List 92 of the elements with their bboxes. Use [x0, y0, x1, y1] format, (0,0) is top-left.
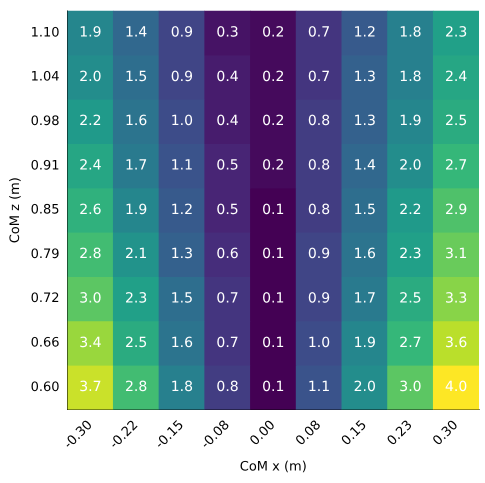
data-label: 1.5: [124, 68, 148, 85]
data-label: 1.4: [354, 158, 376, 174]
data-label: 1.1: [170, 158, 193, 174]
data-label: 0.1: [262, 246, 284, 262]
data-label: 1.6: [124, 113, 148, 130]
data-label: 1.9: [79, 24, 102, 41]
data-label: 0.5: [216, 158, 239, 174]
data-label: 0.2: [262, 158, 284, 174]
data-label: 3.1: [445, 246, 468, 262]
data-label: 1.7: [124, 158, 148, 174]
data-label: 2.9: [445, 202, 468, 218]
data-label: 0.9: [170, 24, 193, 41]
data-label: 0.6: [216, 246, 239, 262]
data-label: 1.9: [124, 202, 148, 218]
data-label: 3.0: [79, 290, 102, 306]
data-label: 0.7: [308, 68, 330, 85]
data-label: 2.4: [445, 68, 468, 85]
data-label: 1.0: [170, 113, 193, 130]
y-tick-label: 1.04: [30, 70, 60, 85]
data-label: 1.3: [354, 113, 376, 130]
data-label: 2.8: [124, 379, 148, 396]
y-tick-label: 1.10: [30, 25, 60, 40]
data-label: 1.7: [354, 290, 376, 306]
data-label: 2.3: [445, 24, 468, 41]
data-label: 3.7: [79, 379, 102, 396]
x-axis-title: CoM x (m): [240, 460, 307, 475]
data-label: 0.3: [216, 24, 239, 41]
data-label: 3.3: [445, 290, 468, 306]
data-label: 1.2: [354, 24, 376, 41]
data-label: 0.5: [216, 202, 239, 218]
data-label: 1.5: [170, 290, 193, 306]
data-label: 3.6: [445, 334, 468, 351]
data-label: 3.0: [399, 379, 422, 396]
data-label: 2.1: [124, 246, 148, 262]
data-label: 0.9: [170, 68, 193, 85]
data-label: 2.0: [354, 379, 376, 396]
data-label: 4.0: [445, 379, 468, 396]
data-label: 2.2: [79, 113, 102, 130]
data-label: 0.1: [262, 334, 284, 351]
y-tick-label: 0.79: [30, 246, 60, 262]
data-label: 1.2: [170, 202, 193, 218]
data-label: 2.7: [445, 158, 468, 174]
data-label: 1.6: [354, 246, 376, 262]
data-label: 2.6: [79, 202, 102, 218]
data-label: 1.3: [170, 246, 193, 262]
data-label: 0.7: [308, 24, 330, 41]
data-label: 0.2: [262, 113, 284, 130]
data-label: 1.8: [399, 68, 422, 85]
y-axis-title: CoM z (m): [8, 177, 24, 244]
data-label: 1.9: [354, 334, 376, 351]
y-tick-label: 0.91: [30, 158, 60, 174]
data-label: 2.5: [445, 113, 468, 130]
data-label: 0.9: [308, 290, 330, 306]
y-tick-label: 0.60: [30, 380, 60, 395]
data-label: 1.0: [308, 334, 330, 351]
data-label: 2.0: [79, 68, 102, 85]
data-label: 1.8: [170, 379, 193, 396]
data-label: 0.4: [216, 113, 239, 130]
data-label: 0.9: [308, 246, 330, 262]
data-label: 2.5: [399, 290, 422, 306]
data-label: 0.7: [216, 334, 239, 351]
data-label: 0.8: [308, 202, 330, 218]
data-label: 3.4: [79, 334, 102, 351]
data-label: 0.2: [262, 24, 284, 41]
data-label: 0.1: [262, 290, 284, 306]
data-label: 0.2: [262, 68, 284, 85]
data-label: 0.4: [216, 68, 239, 85]
data-label: 2.0: [399, 158, 422, 174]
y-tick-label: 0.72: [30, 291, 60, 306]
data-label: 1.5: [354, 202, 376, 218]
data-label: 2.4: [79, 158, 102, 174]
data-label: 2.8: [79, 246, 102, 262]
data-label: 1.9: [399, 113, 422, 130]
data-label: 2.3: [399, 246, 422, 262]
data-label: 2.5: [124, 334, 148, 351]
data-label: 2.3: [124, 290, 148, 306]
data-label: 0.8: [308, 158, 330, 174]
y-tick-label: 0.85: [30, 202, 60, 218]
data-label: 1.3: [354, 68, 376, 85]
data-label: 0.7: [216, 290, 239, 306]
data-label: 1.1: [308, 379, 330, 396]
data-label: 0.8: [308, 113, 330, 130]
data-label: 1.6: [170, 334, 194, 351]
data-label: 2.7: [399, 334, 422, 351]
data-label: 0.1: [262, 202, 284, 218]
data-label: 1.4: [124, 24, 148, 41]
y-tick-label: 0.66: [30, 335, 60, 350]
data-label: 0.8: [216, 379, 239, 396]
data-label: 0.1: [262, 379, 284, 396]
data-label: 1.8: [399, 24, 422, 41]
data-label: 2.2: [399, 202, 422, 218]
y-tick-label: 0.98: [30, 114, 60, 129]
